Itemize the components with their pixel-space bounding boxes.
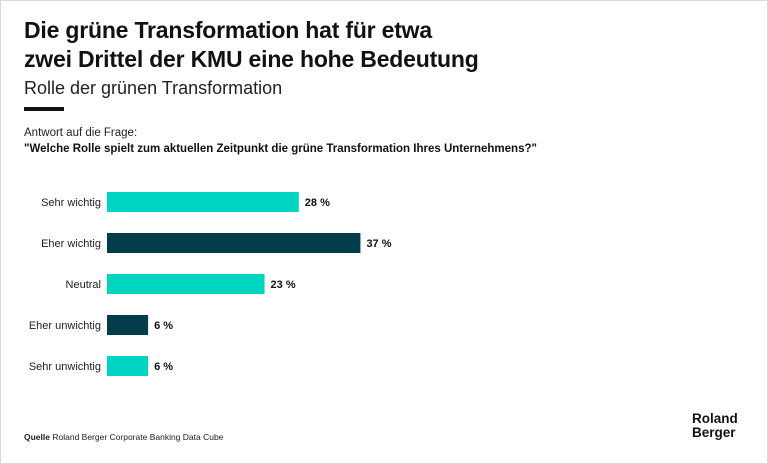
roland-berger-logo: Roland Berger bbox=[692, 412, 738, 440]
bar bbox=[107, 315, 149, 335]
source-note: Quelle Roland Berger Corporate Banking D… bbox=[24, 432, 223, 442]
category-label: Eher wichtig bbox=[41, 238, 101, 250]
logo-line-1: Roland bbox=[692, 411, 738, 426]
question-text: "Welche Rolle spielt zum aktuellen Zeitp… bbox=[24, 143, 537, 155]
bar-chart: Sehr wichtig 28 % Eher wichtig 37 % Neutral 2… bbox=[29, 192, 392, 376]
category-label: Eher unwichtig bbox=[29, 320, 101, 332]
data-label: 6 % bbox=[154, 361, 173, 373]
category-label: Sehr unwichtig bbox=[29, 361, 101, 373]
source-text: Roland Berger Corporate Banking Data Cub… bbox=[52, 432, 224, 442]
data-label: 6 % bbox=[154, 320, 173, 332]
chart-title: Die grüne Transformation hat für etwa zw… bbox=[24, 16, 479, 74]
bar bbox=[107, 274, 265, 294]
title-line-1: Die grüne Transformation hat für etwa bbox=[24, 17, 432, 43]
question-lead: Antwort auf die Frage: bbox=[24, 127, 138, 139]
bar bbox=[107, 233, 361, 253]
data-label: 23 % bbox=[271, 279, 296, 291]
title-rule bbox=[24, 107, 64, 111]
category-label: Sehr wichtig bbox=[41, 197, 101, 209]
category-label: Neutral bbox=[66, 279, 101, 291]
chart-subtitle: Rolle der grünen Transformation bbox=[24, 78, 283, 98]
data-label: 28 % bbox=[305, 197, 330, 209]
bar bbox=[107, 356, 149, 376]
logo-line-2: Berger bbox=[692, 425, 736, 440]
bar bbox=[107, 192, 299, 212]
source-label: Quelle bbox=[24, 432, 50, 442]
data-label: 37 % bbox=[366, 238, 391, 250]
title-line-2: zwei Drittel der KMU eine hohe Bedeutung bbox=[24, 46, 479, 72]
